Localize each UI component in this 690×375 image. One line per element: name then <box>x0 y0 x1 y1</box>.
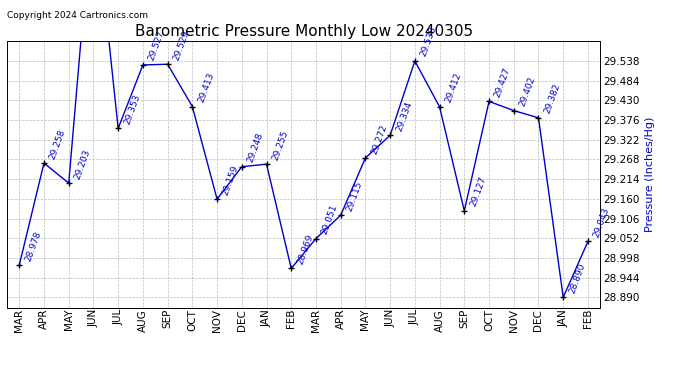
Text: 29.115: 29.115 <box>345 180 364 213</box>
Text: 29.127: 29.127 <box>469 176 488 208</box>
Text: 29.043: 29.043 <box>592 206 611 239</box>
Text: 29.248: 29.248 <box>246 132 265 164</box>
Text: 28.890: 28.890 <box>567 262 586 294</box>
Text: 29.412: 29.412 <box>444 72 463 104</box>
Text: 29.203: 29.203 <box>73 148 92 180</box>
Text: 29.255: 29.255 <box>270 129 290 161</box>
Text: 29.529: 29.529 <box>172 29 191 62</box>
Text: 29.051: 29.051 <box>320 203 339 236</box>
Text: 29.413: 29.413 <box>197 71 216 104</box>
Y-axis label: Pressure (Inches/Hg): Pressure (Inches/Hg) <box>645 117 655 232</box>
Title: Barometric Pressure Monthly Low 20240305: Barometric Pressure Monthly Low 20240305 <box>135 24 473 39</box>
Text: 29.382: 29.382 <box>542 82 562 115</box>
Text: 29.159: 29.159 <box>221 164 240 196</box>
Text: 29.258: 29.258 <box>48 128 68 160</box>
Text: 29.995: 29.995 <box>0 374 1 375</box>
Text: 29.538: 29.538 <box>419 26 438 58</box>
Text: 29.353: 29.353 <box>122 93 141 126</box>
Text: 28.969: 28.969 <box>295 233 315 266</box>
Text: Copyright 2024 Cartronics.com: Copyright 2024 Cartronics.com <box>7 11 148 20</box>
Text: 29.427: 29.427 <box>493 66 513 99</box>
Text: 28.978: 28.978 <box>23 230 43 262</box>
Text: 29.272: 29.272 <box>370 123 388 155</box>
Text: 29.527: 29.527 <box>147 30 166 62</box>
Text: 29.402: 29.402 <box>518 75 537 108</box>
Text: 29.334: 29.334 <box>394 100 413 133</box>
